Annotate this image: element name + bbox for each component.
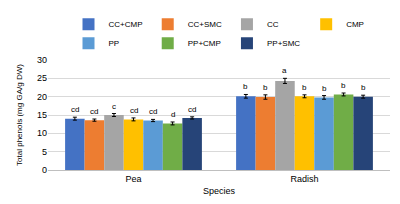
svg-text:cd: cd	[90, 107, 98, 116]
svg-text:20: 20	[37, 92, 47, 102]
svg-text:0: 0	[42, 165, 47, 175]
svg-text:PP+SMC: PP+SMC	[267, 39, 300, 48]
svg-text:b: b	[361, 83, 366, 92]
svg-text:a: a	[282, 66, 287, 75]
svg-text:Total phenols (mg GA/g DW): Total phenols (mg GA/g DW)	[15, 64, 24, 166]
svg-text:PP+CMP: PP+CMP	[188, 39, 221, 48]
svg-text:cd: cd	[188, 105, 196, 114]
svg-text:5: 5	[42, 147, 47, 157]
svg-text:30: 30	[37, 55, 47, 65]
svg-text:Species: Species	[203, 186, 236, 196]
svg-text:d: d	[171, 110, 175, 119]
svg-text:CMP: CMP	[346, 20, 364, 29]
svg-text:10: 10	[37, 128, 47, 138]
svg-text:15: 15	[37, 110, 47, 120]
svg-text:Pea: Pea	[125, 174, 141, 184]
svg-text:b: b	[341, 81, 346, 90]
svg-text:CC+SMC: CC+SMC	[188, 20, 222, 29]
svg-text:CC: CC	[267, 20, 279, 29]
svg-text:cd: cd	[130, 106, 138, 115]
svg-text:25: 25	[37, 73, 47, 83]
svg-text:cd: cd	[149, 107, 157, 116]
svg-text:b: b	[263, 83, 268, 92]
svg-text:b: b	[243, 82, 248, 91]
svg-text:b: b	[302, 83, 307, 92]
svg-text:CC+CMP: CC+CMP	[109, 20, 143, 29]
svg-text:PP: PP	[109, 39, 120, 48]
svg-text:c: c	[112, 102, 116, 111]
svg-text:cd: cd	[71, 105, 79, 114]
svg-text:Radish: Radish	[290, 174, 318, 184]
svg-text:b: b	[322, 84, 327, 93]
